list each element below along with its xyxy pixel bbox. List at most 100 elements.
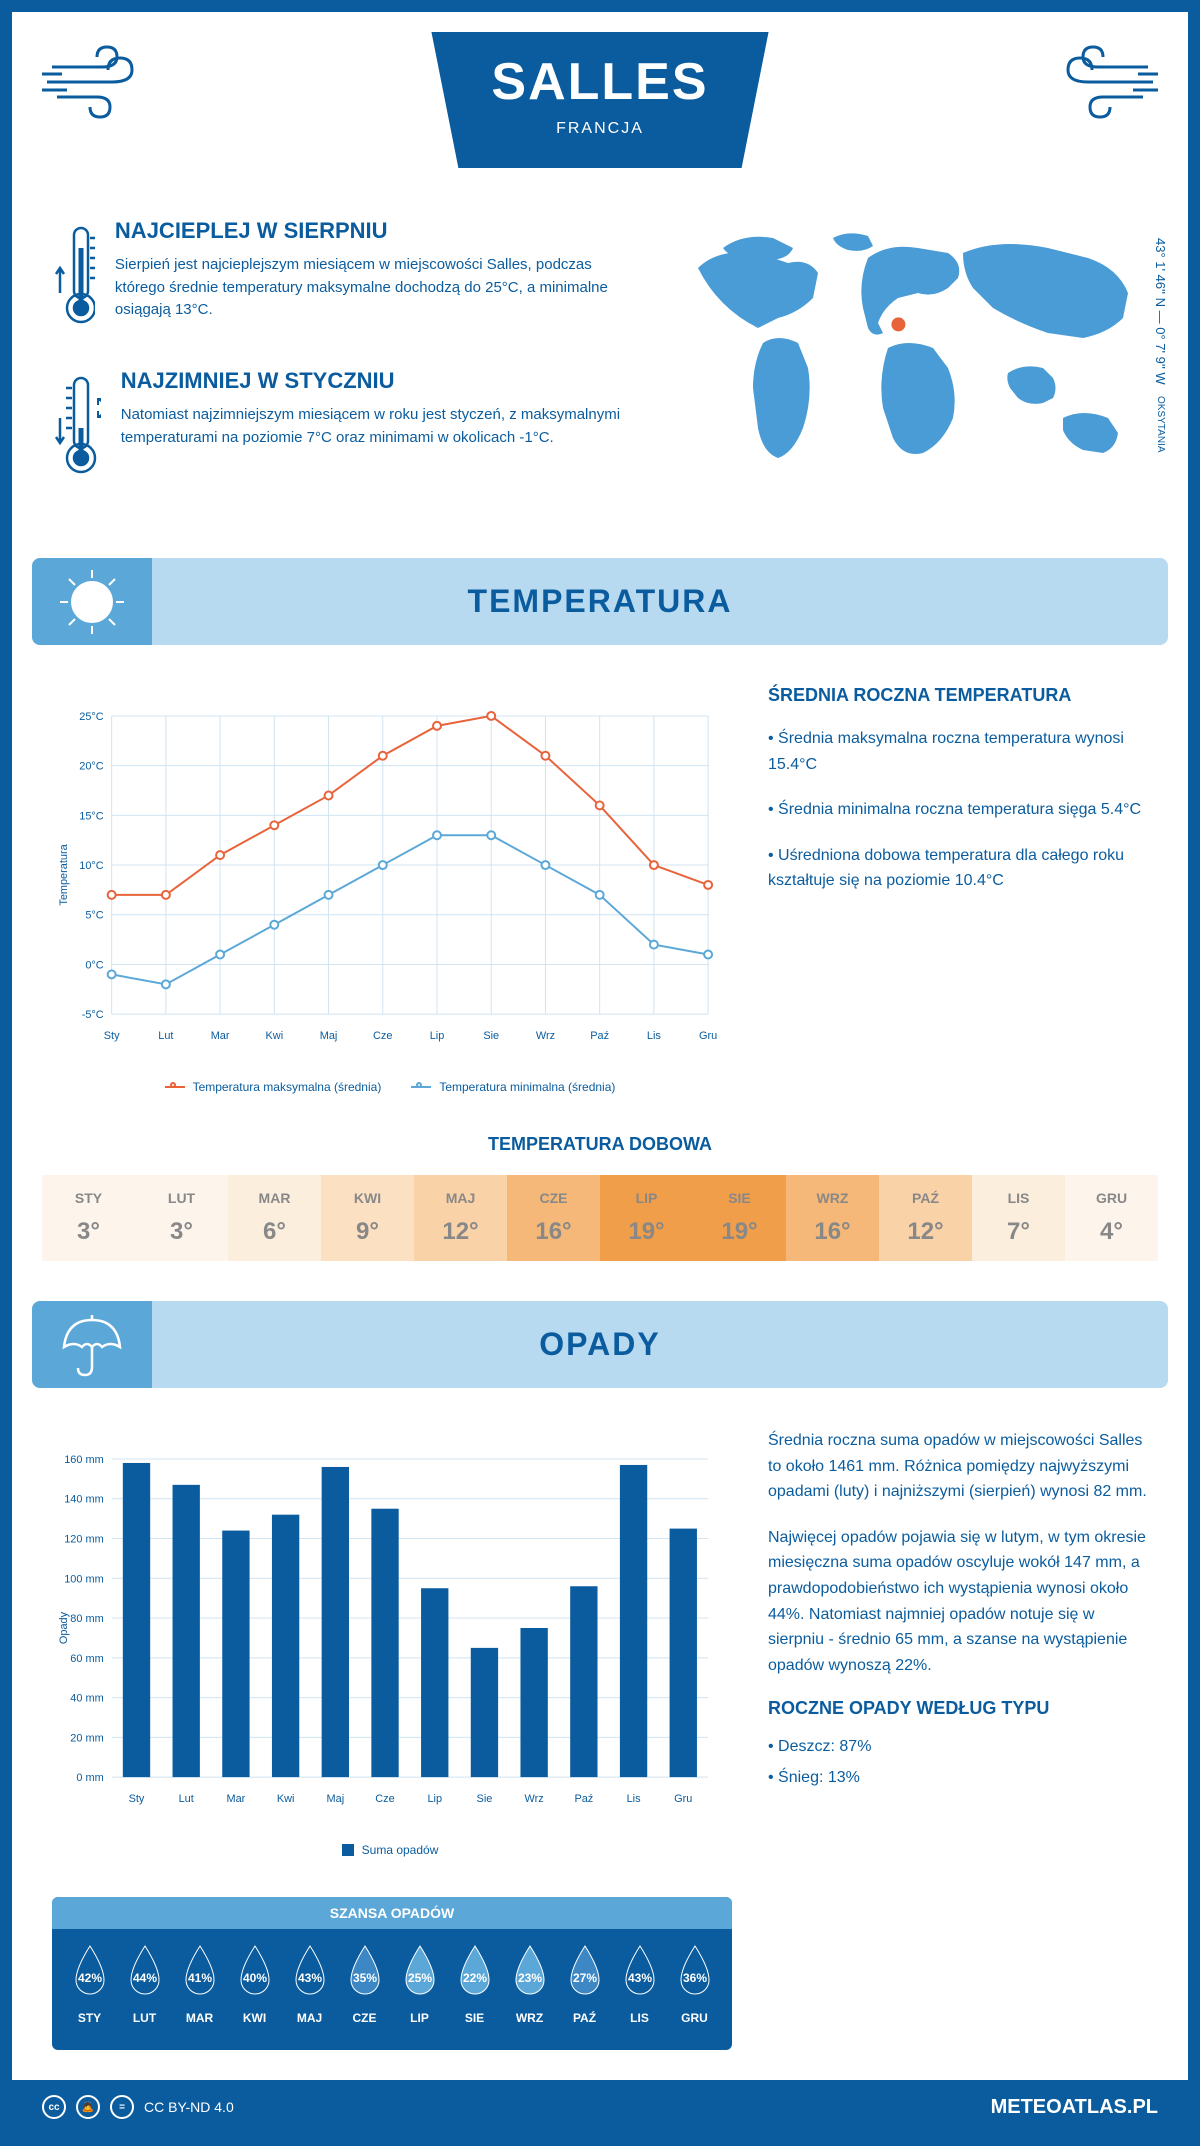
daily-temp-cell: SIE19°	[693, 1175, 786, 1261]
temperature-section-header: TEMPERATURA	[32, 558, 1168, 645]
svg-text:Paź: Paź	[590, 1030, 609, 1042]
umbrella-icon	[32, 1301, 152, 1388]
chance-drop: 42%STY	[62, 1944, 117, 2025]
svg-text:Sie: Sie	[477, 1793, 493, 1805]
svg-text:Sty: Sty	[129, 1793, 145, 1805]
world-map-wrap: 43° 1' 46'' N — 0° 7' 9'' W OKSYTANIA	[668, 218, 1148, 518]
svg-text:40 mm: 40 mm	[70, 1693, 103, 1705]
chance-drop: 36%GRU	[667, 1944, 722, 2025]
svg-text:5°C: 5°C	[85, 910, 103, 922]
daily-temp-cell: MAR6°	[228, 1175, 321, 1261]
chance-title: SZANSA OPADÓW	[52, 1897, 732, 1929]
svg-text:Lip: Lip	[427, 1793, 442, 1805]
location-marker	[887, 313, 909, 335]
page-footer: cc 🙇 = CC BY-ND 4.0 METEOATLAS.PL	[12, 2080, 1188, 2134]
precipitation-chance-box: SZANSA OPADÓW 42%STY44%LUT41%MAR40%KWI43…	[52, 1897, 732, 2050]
svg-text:Cze: Cze	[373, 1030, 392, 1042]
svg-text:Mar: Mar	[227, 1793, 246, 1805]
daily-temp-title: TEMPERATURA DOBOWA	[42, 1134, 1158, 1155]
svg-text:23%: 23%	[517, 1971, 541, 1985]
svg-text:0°C: 0°C	[85, 959, 103, 971]
legend-precip: Suma opadów	[342, 1843, 439, 1857]
temperature-sidebar: ŚREDNIA ROCZNA TEMPERATURA • Średnia mak…	[768, 685, 1148, 1094]
svg-text:Sty: Sty	[104, 1030, 120, 1042]
svg-text:Lip: Lip	[430, 1030, 445, 1042]
svg-text:160 mm: 160 mm	[64, 1454, 103, 1466]
daily-temp-cell: LIS7°	[972, 1175, 1065, 1261]
svg-text:44%: 44%	[132, 1971, 156, 1985]
svg-text:20°C: 20°C	[79, 761, 104, 773]
svg-text:100 mm: 100 mm	[64, 1573, 103, 1585]
temp-fact: • Uśredniona dobowa temperatura dla całe…	[768, 843, 1148, 894]
license-text: CC BY-ND 4.0	[144, 2099, 234, 2115]
region-label: OKSYTANIA	[1155, 396, 1166, 453]
chance-drop: 43%MAJ	[282, 1944, 337, 2025]
svg-text:80 mm: 80 mm	[70, 1613, 103, 1625]
precipitation-bar-chart: 0 mm20 mm40 mm60 mm80 mm100 mm120 mm140 …	[52, 1428, 728, 1828]
chance-drop: 40%KWI	[227, 1944, 282, 2025]
wind-icon	[42, 42, 152, 127]
svg-text:140 mm: 140 mm	[64, 1494, 103, 1506]
svg-text:43%: 43%	[627, 1971, 651, 1985]
location-country: FRANCJA	[491, 120, 708, 138]
svg-text:0 mm: 0 mm	[76, 1772, 103, 1784]
svg-text:Wrz: Wrz	[525, 1793, 544, 1805]
by-icon: 🙇	[76, 2095, 100, 2119]
precipitation-title: OPADY	[57, 1326, 1143, 1363]
warmest-text: Sierpień jest najcieplejszym miesiącem w…	[115, 254, 628, 322]
daily-temp-cell: MAJ12°	[414, 1175, 507, 1261]
temperature-line-chart: -5°C0°C5°C10°C15°C20°C25°CStyLutMarKwiMa…	[52, 685, 728, 1065]
svg-text:Opady: Opady	[58, 1611, 70, 1644]
world-map	[668, 218, 1148, 498]
chance-drop: 35%CZE	[337, 1944, 392, 2025]
temperature-title: TEMPERATURA	[57, 583, 1143, 620]
daily-temp-cell: KWI9°	[321, 1175, 414, 1261]
svg-text:Maj: Maj	[320, 1030, 338, 1042]
sun-icon	[32, 558, 152, 645]
svg-text:40%: 40%	[242, 1971, 266, 1985]
svg-text:Lut: Lut	[158, 1030, 173, 1042]
legend-min: Temperatura minimalna (średnia)	[411, 1080, 615, 1094]
svg-text:36%: 36%	[682, 1971, 706, 1985]
precipitation-sidebar: Średnia roczna suma opadów w miejscowośc…	[768, 1428, 1148, 1857]
svg-text:Maj: Maj	[327, 1793, 345, 1805]
chance-drop: 41%MAR	[172, 1944, 227, 2025]
svg-text:22%: 22%	[462, 1971, 486, 1985]
thermometer-hot-icon	[52, 218, 95, 338]
coldest-text: Natomiast najzimniejszym miesiącem w rok…	[121, 404, 628, 449]
svg-text:10°C: 10°C	[79, 860, 104, 872]
daily-temp-cell: WRZ16°	[786, 1175, 879, 1261]
svg-text:27%: 27%	[572, 1971, 596, 1985]
info-section: NAJCIEPLEJ W SIERPNIU Sierpień jest najc…	[12, 198, 1188, 558]
chance-drop: 27%PAŹ	[557, 1944, 612, 2025]
legend-max: Temperatura maksymalna (średnia)	[165, 1080, 382, 1094]
svg-text:Kwi: Kwi	[277, 1793, 295, 1805]
daily-temperature-table: TEMPERATURA DOBOWA STY3°LUT3°MAR6°KWI9°M…	[12, 1134, 1188, 1301]
site-name: METEOATLAS.PL	[991, 2096, 1158, 2119]
svg-text:42%: 42%	[77, 1971, 101, 1985]
svg-text:25°C: 25°C	[79, 711, 104, 723]
svg-text:35%: 35%	[352, 1971, 376, 1985]
svg-text:43%: 43%	[297, 1971, 321, 1985]
precip-type-title: ROCZNE OPADY WEDŁUG TYPU	[768, 1698, 1148, 1719]
coldest-block: NAJZIMNIEJ W STYCZNIU Natomiast najzimni…	[52, 368, 628, 488]
svg-text:41%: 41%	[187, 1971, 211, 1985]
nd-icon: =	[110, 2095, 134, 2119]
svg-text:Gru: Gru	[699, 1030, 717, 1042]
location-title: SALLES	[491, 52, 708, 112]
svg-text:Cze: Cze	[375, 1793, 394, 1805]
svg-text:20 mm: 20 mm	[70, 1732, 103, 1744]
title-banner: SALLES FRANCJA	[431, 32, 768, 168]
svg-text:Lis: Lis	[627, 1793, 642, 1805]
chance-drop: 44%LUT	[117, 1944, 172, 2025]
temp-fact: • Średnia maksymalna roczna temperatura …	[768, 726, 1148, 777]
svg-text:Lis: Lis	[647, 1030, 662, 1042]
svg-text:25%: 25%	[407, 1971, 431, 1985]
temp-fact: • Średnia minimalna roczna temperatura s…	[768, 797, 1148, 823]
precip-rain: • Deszcz: 87%	[768, 1734, 1148, 1760]
wind-icon	[1048, 42, 1158, 127]
daily-temp-cell: PAŹ12°	[879, 1175, 972, 1261]
svg-text:120 mm: 120 mm	[64, 1534, 103, 1546]
daily-temp-cell: GRU4°	[1065, 1175, 1158, 1261]
svg-text:Mar: Mar	[211, 1030, 230, 1042]
